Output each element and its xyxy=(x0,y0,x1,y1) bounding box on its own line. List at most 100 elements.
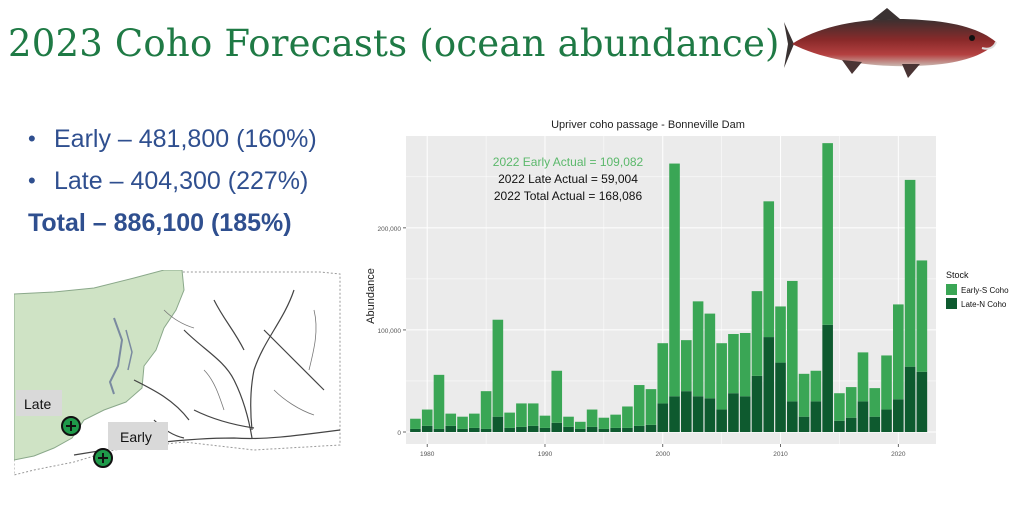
legend-label: Late-N Coho xyxy=(961,300,1007,309)
bar-early-1984 xyxy=(469,413,480,428)
bar-early-1983 xyxy=(457,416,468,429)
total-forecast-text: Total – 886,100 (185%) xyxy=(28,209,292,237)
bar-late-1992 xyxy=(563,426,574,432)
bar-early-1991 xyxy=(551,370,563,423)
plot-area: 0 100,000 200,000 1980 1990 2000 2010 2020 xyxy=(378,136,936,458)
bonneville-coho-chart: Upriver coho passage - Bonneville Dam Ab… xyxy=(365,119,1009,458)
bar-early-2009 xyxy=(763,201,775,338)
page-title: 2023 Coho Forecasts (ocean abundance) xyxy=(8,22,780,65)
x-tick-label: 2000 xyxy=(656,451,671,458)
bar-early-1998 xyxy=(633,385,645,426)
bar-late-2008 xyxy=(751,375,763,432)
bar-early-2022 xyxy=(916,260,928,372)
bar-early-1988 xyxy=(516,403,527,427)
x-tick-label: 1990 xyxy=(538,451,553,458)
bar-early-1987 xyxy=(504,412,515,428)
bar-early-2012 xyxy=(798,373,810,417)
bar-early-2016 xyxy=(845,387,857,418)
bar-late-1986 xyxy=(492,416,504,432)
bar-late-2013 xyxy=(810,401,822,432)
bar-late-2012 xyxy=(798,416,810,432)
bar-late-1989 xyxy=(527,425,539,432)
bar-late-2018 xyxy=(869,416,881,432)
y-tick-label: 100,000 xyxy=(378,328,402,335)
bar-late-1979 xyxy=(410,428,421,432)
bar-late-1987 xyxy=(504,427,515,432)
bar-late-2006 xyxy=(728,393,739,432)
bar-late-2011 xyxy=(787,401,798,432)
y-tick-label: 0 xyxy=(397,430,401,437)
bar-early-1999 xyxy=(645,389,657,425)
bar-late-1994 xyxy=(586,426,598,432)
bar-early-2018 xyxy=(869,388,881,417)
bar-early-1985 xyxy=(480,391,492,429)
bar-early-2020 xyxy=(893,304,904,400)
bar-late-1997 xyxy=(622,427,633,432)
bullet-marker: • xyxy=(28,126,36,151)
bar-early-2002 xyxy=(681,340,692,392)
bar-late-2022 xyxy=(916,371,928,432)
bar-late-1990 xyxy=(539,427,551,432)
bar-late-2019 xyxy=(881,409,892,432)
bar-late-1995 xyxy=(598,428,610,432)
late-forecast-text: Late – 404,300 (227%) xyxy=(54,167,309,195)
bar-early-2008 xyxy=(751,291,763,376)
bar-early-1997 xyxy=(622,406,633,428)
legend-label: Early-S Coho xyxy=(961,286,1009,295)
bar-late-1981 xyxy=(433,428,445,432)
bar-early-2015 xyxy=(834,393,845,421)
legend-swatch xyxy=(946,298,957,309)
bar-late-1998 xyxy=(633,425,645,432)
y-tick-label: 200,000 xyxy=(378,226,402,233)
bar-early-2007 xyxy=(739,332,751,397)
bar-late-1993 xyxy=(575,428,586,432)
bar-early-1989 xyxy=(527,403,539,426)
bar-early-2013 xyxy=(810,370,822,402)
coho-salmon-image xyxy=(784,8,997,78)
bar-early-1980 xyxy=(421,409,433,426)
bar-late-2021 xyxy=(904,366,916,432)
bar-late-1985 xyxy=(480,428,492,432)
bar-early-2003 xyxy=(692,301,704,397)
bar-late-1982 xyxy=(445,425,457,432)
bar-early-1996 xyxy=(610,414,621,428)
bar-early-1992 xyxy=(563,416,574,427)
bar-late-2010 xyxy=(775,362,786,432)
bar-early-1981 xyxy=(433,374,445,429)
bar-late-1984 xyxy=(469,427,480,432)
bar-late-1983 xyxy=(457,428,468,432)
bar-late-2001 xyxy=(669,396,680,432)
bar-early-2005 xyxy=(716,343,727,410)
chart-title: Upriver coho passage - Bonneville Dam xyxy=(551,119,745,131)
bar-early-1993 xyxy=(575,421,586,429)
y-axis-label: Abundance xyxy=(365,268,377,324)
bar-late-2004 xyxy=(704,398,716,432)
bar-late-2003 xyxy=(692,396,704,432)
bar-late-1999 xyxy=(645,424,657,432)
bar-early-2011 xyxy=(787,280,798,402)
bar-late-2014 xyxy=(822,324,833,432)
bar-early-2010 xyxy=(775,306,786,363)
bar-early-1979 xyxy=(410,418,421,429)
annotation-text: 2022 Early Actual = 109,082 xyxy=(493,155,644,169)
bar-early-2000 xyxy=(657,343,669,404)
x-tick-label: 2010 xyxy=(773,451,788,458)
early-forecast-item: • Early – 481,800 (160%) xyxy=(28,118,317,160)
bar-late-2015 xyxy=(834,420,845,432)
bar-late-1988 xyxy=(516,426,527,432)
legend-title: Stock xyxy=(946,270,969,280)
bar-early-2019 xyxy=(881,355,892,410)
bar-late-2002 xyxy=(681,391,692,432)
bullet-marker: • xyxy=(28,168,36,193)
bar-late-1996 xyxy=(610,427,621,432)
bar-early-2017 xyxy=(857,352,869,402)
bar-late-2017 xyxy=(857,401,869,432)
x-tick-label: 1980 xyxy=(420,451,435,458)
bar-late-2000 xyxy=(657,403,669,432)
bar-late-2007 xyxy=(739,396,751,432)
early-map-label: Early xyxy=(120,429,152,445)
bar-early-2014 xyxy=(822,143,833,325)
late-map-label: Late xyxy=(24,396,51,412)
bar-late-1980 xyxy=(421,425,433,432)
late-forecast-item: • Late – 404,300 (227%) xyxy=(28,160,317,202)
